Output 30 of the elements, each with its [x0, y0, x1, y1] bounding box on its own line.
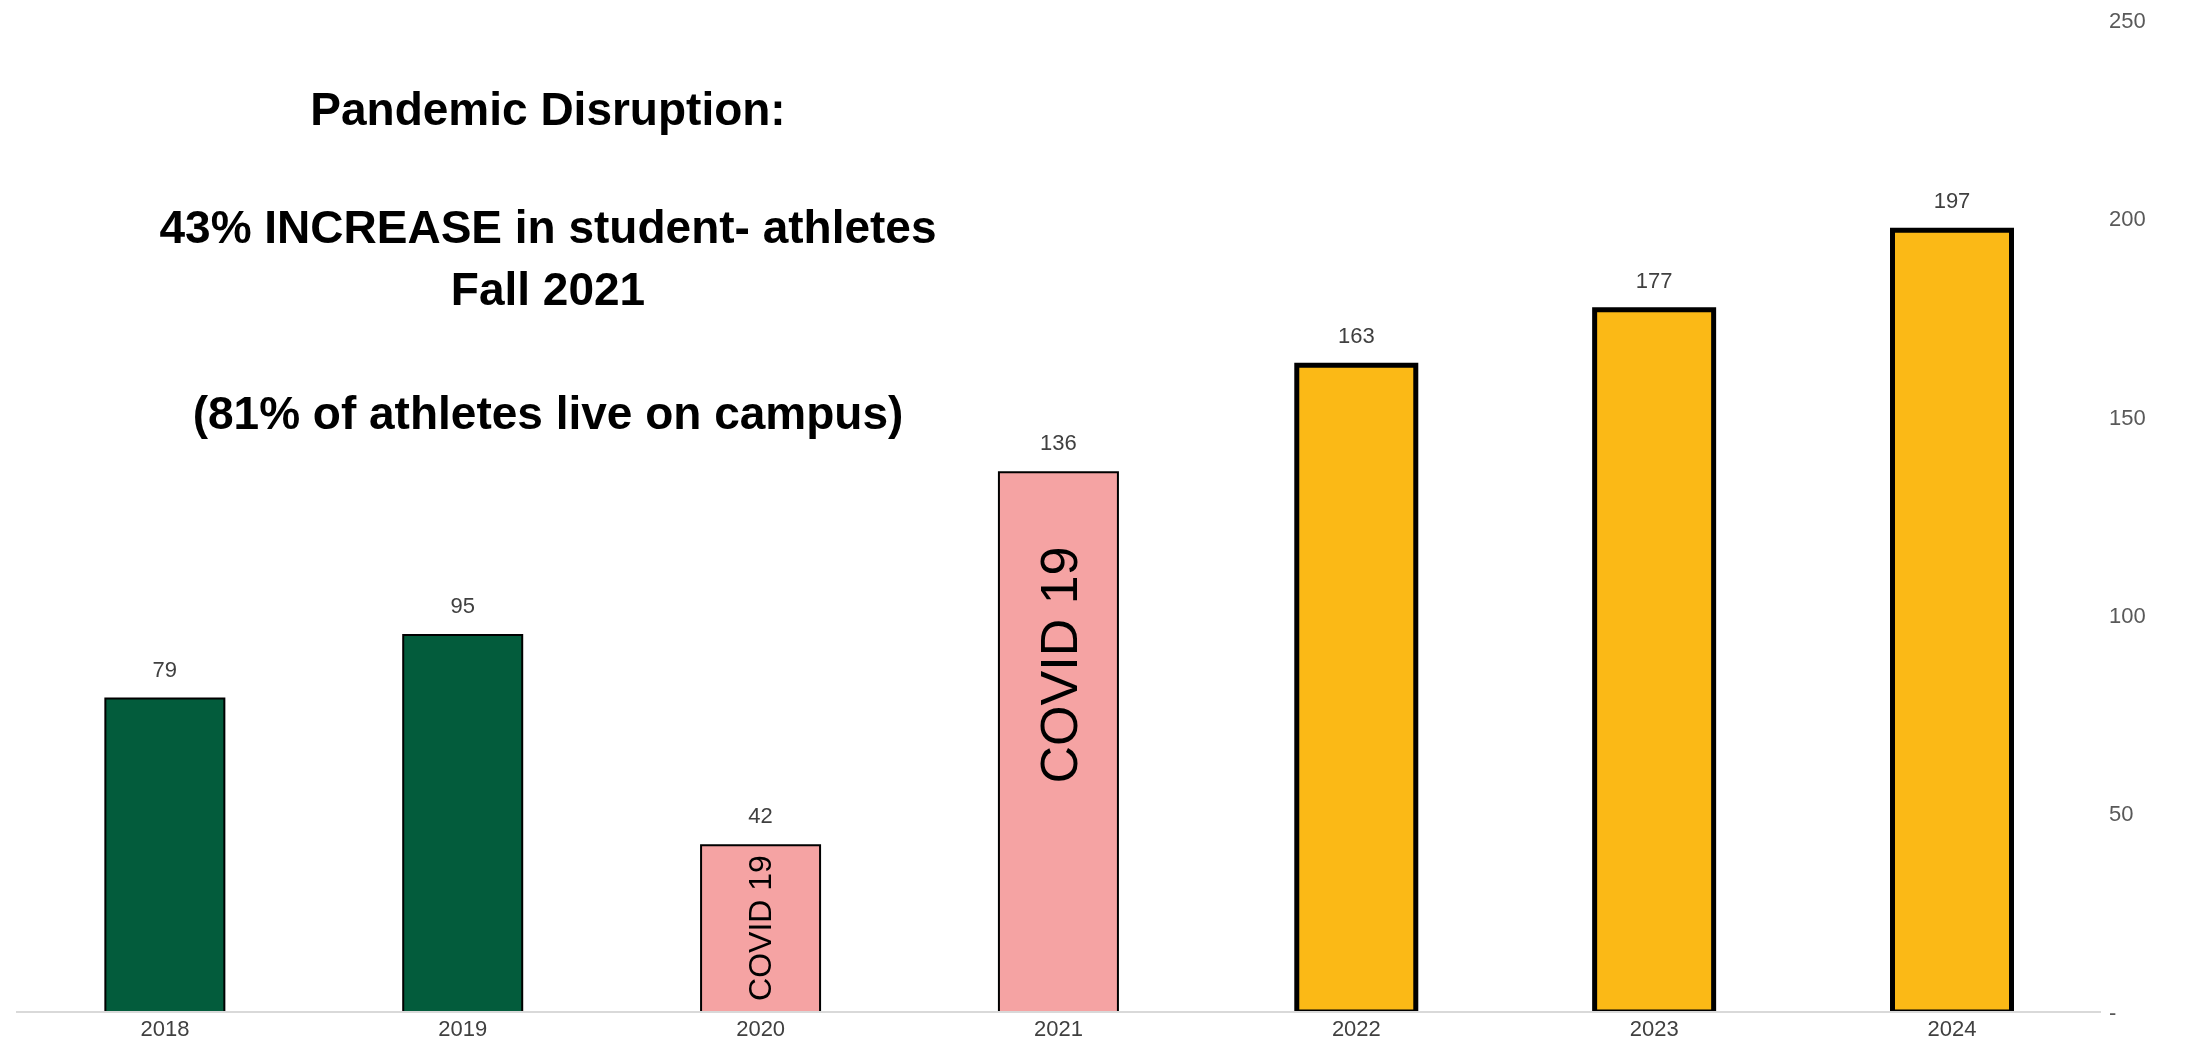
x-tick-label: 2020 [736, 1015, 786, 1041]
data-label: 95 [450, 593, 475, 619]
y-tick-label: - [2109, 999, 2117, 1025]
bar [104, 697, 226, 1012]
annotation: (81% of athletes live on campus) [192, 387, 904, 439]
x-tick-label: 2023 [1629, 1015, 1679, 1041]
y-tick-label: 150 [2109, 404, 2146, 430]
annotation: 43% INCREASE in student- athletes [158, 200, 938, 255]
data-label: 136 [1040, 430, 1077, 456]
data-label: 177 [1635, 267, 1673, 293]
y-tick-label: 100 [2109, 603, 2146, 629]
x-tick-label: 2022 [1331, 1015, 1381, 1041]
y-tick-label: 250 [2109, 7, 2146, 33]
bar [997, 471, 1119, 1012]
data-label: 197 [1933, 188, 1971, 214]
data-label: 163 [1337, 323, 1375, 349]
bar [700, 844, 822, 1012]
bar [402, 634, 524, 1012]
annotation: COVID 19 [742, 855, 778, 1001]
data-label: 42 [748, 803, 773, 829]
x-tick-label: 2024 [1927, 1015, 1977, 1041]
y-tick-label: 200 [2109, 206, 2146, 232]
y-tick-label: 50 [2109, 801, 2134, 827]
x-tick-label: 2019 [438, 1015, 488, 1041]
data-label: 79 [152, 656, 178, 682]
annotation: COVID 19 [1030, 546, 1088, 784]
annotation: Fall 2021 [449, 262, 647, 317]
text: Pandemic Disruption: [309, 82, 787, 137]
x-tick-label: 2018 [140, 1015, 190, 1041]
x-tick-label: 2021 [1034, 1015, 1083, 1041]
